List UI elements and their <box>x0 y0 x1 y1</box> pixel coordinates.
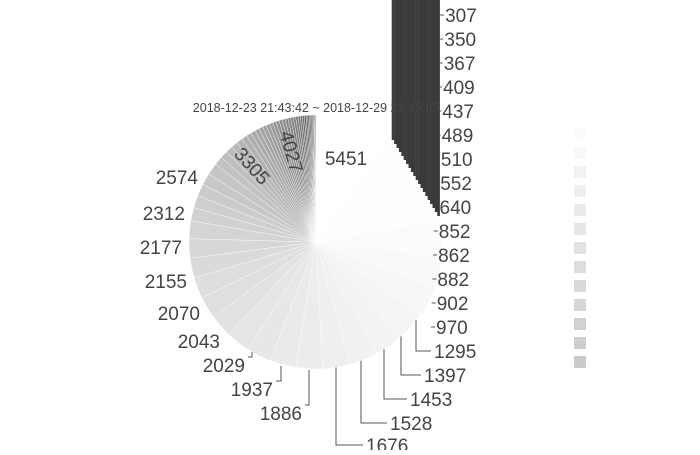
slice-label: 862 <box>438 246 470 267</box>
slice-label: 640 <box>440 198 472 219</box>
legend[interactable] <box>574 128 586 368</box>
legend-swatch[interactable] <box>574 337 586 349</box>
slice-label: 1937 <box>231 380 273 401</box>
legend-swatch[interactable] <box>574 280 586 292</box>
slice-label: 350 <box>444 30 476 51</box>
slice-label: 307 <box>445 6 477 27</box>
leader-lines <box>248 0 445 446</box>
slice-label: 1676 <box>366 436 408 450</box>
slice-label: 970 <box>436 318 468 339</box>
slice-label: 437 <box>442 102 474 123</box>
leader-line <box>415 320 431 352</box>
slice-label: 2070 <box>158 304 200 325</box>
legend-swatch[interactable] <box>574 356 586 368</box>
slice-label: 882 <box>437 270 469 291</box>
legend-swatch[interactable] <box>574 318 586 330</box>
slice-label: 367 <box>444 54 476 75</box>
slice-label: 1453 <box>410 390 452 411</box>
slice-label: 852 <box>439 222 471 243</box>
legend-swatch[interactable] <box>574 299 586 311</box>
legend-swatch[interactable] <box>574 223 586 235</box>
slice-label: 2155 <box>145 272 187 293</box>
slice-label: 510 <box>441 150 473 171</box>
chart-title: 2018-12-23 21:43:42 ~ 2018-12-29 21:45:0… <box>193 101 439 115</box>
leader-line <box>248 352 253 358</box>
legend-swatch[interactable] <box>574 128 586 140</box>
leader-line <box>383 349 407 400</box>
legend-swatch[interactable] <box>574 147 586 159</box>
slice-label: 489 <box>442 126 474 147</box>
leader-line <box>400 336 421 376</box>
slice-label: 2029 <box>203 356 245 377</box>
slice-label: 1295 <box>434 342 476 363</box>
slice-label: 409 <box>443 78 475 99</box>
leader-line <box>276 366 282 382</box>
legend-swatch[interactable] <box>574 261 586 273</box>
slice-label: 1397 <box>424 366 466 387</box>
slice-label: 1528 <box>390 414 432 435</box>
slice-label: 902 <box>437 294 469 315</box>
slice-label: 1886 <box>260 404 302 425</box>
slice-label: 5451 <box>325 149 367 170</box>
legend-swatch[interactable] <box>574 185 586 197</box>
leader-line <box>335 367 363 446</box>
pie-slice-0[interactable] <box>315 114 388 243</box>
leader-line <box>305 370 310 406</box>
slice-label: 2043 <box>178 332 220 353</box>
pie-slices <box>188 114 444 370</box>
slice-label: 2312 <box>143 204 185 225</box>
leader-line <box>360 360 387 424</box>
legend-swatch[interactable] <box>574 242 586 254</box>
pie-slice-59[interactable] <box>315 114 317 243</box>
legend-swatch[interactable] <box>574 204 586 216</box>
slice-label: 552 <box>440 174 472 195</box>
slice-label: 2177 <box>140 238 182 259</box>
slice-label: 2574 <box>156 168 199 189</box>
legend-swatch[interactable] <box>574 166 586 178</box>
